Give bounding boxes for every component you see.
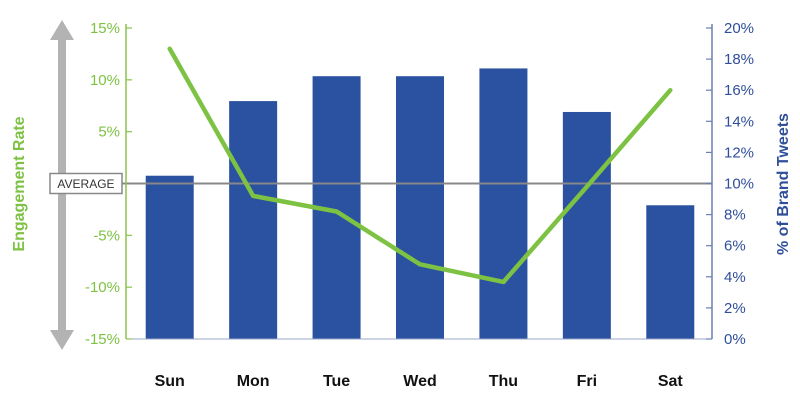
right-tick-label: 4% (724, 269, 746, 286)
left-axis-arrow-up (50, 20, 74, 40)
right-tick-label: 8% (724, 207, 746, 224)
axes-group (125, 24, 713, 340)
right-tick-label: 16% (724, 82, 754, 99)
right-tick-label: 2% (724, 300, 746, 317)
line-group (167, 46, 673, 285)
average-group: AVERAGE (49, 172, 712, 195)
left-tick-label: -5% (93, 227, 120, 244)
average-label: AVERAGE (57, 177, 114, 191)
right-tick-label: 20% (724, 20, 754, 37)
left-tick-label: 5% (98, 124, 120, 141)
right-tick-label: 14% (724, 113, 754, 130)
right-axis-title: % of Brand Tweets (775, 113, 792, 255)
right-tick-label: 6% (724, 238, 746, 255)
bar-mon (229, 101, 278, 340)
average-label-box (49, 172, 123, 195)
x-tick-label-fri: Fri (577, 373, 597, 390)
x-tick-label-thu: Thu (489, 373, 518, 390)
left-axis-arrow-down (50, 330, 74, 350)
right-tick-label: 12% (724, 144, 754, 161)
labels-group: -15% -10% -5% 5% 10% 15% 0% 2% 4% 6% 8% 10% 12% 14% 16… (11, 20, 792, 390)
bars-group (145, 68, 695, 340)
bar-sun (145, 175, 194, 339)
left-axis-title: Engagement Rate (11, 116, 28, 251)
bar-fri (562, 111, 611, 339)
right-tick-label: 18% (724, 51, 754, 68)
x-tick-label-wed: Wed (403, 373, 436, 390)
x-tick-label-sat: Sat (658, 373, 684, 390)
left-tick-label: 10% (90, 72, 120, 89)
bar-sat (646, 205, 695, 339)
right-tick-label: 0% (724, 331, 746, 348)
left-tick-label: 15% (90, 20, 120, 37)
left-tick-label: -15% (85, 331, 120, 348)
bar-thu (479, 68, 528, 340)
x-tick-label-sun: Sun (155, 373, 185, 390)
x-tick-label-tue: Tue (323, 373, 350, 390)
x-tick-label-mon: Mon (237, 373, 270, 390)
left-tick-label: -10% (85, 279, 120, 296)
bar-wed (396, 76, 444, 339)
right-tick-label: 10% (724, 176, 754, 193)
